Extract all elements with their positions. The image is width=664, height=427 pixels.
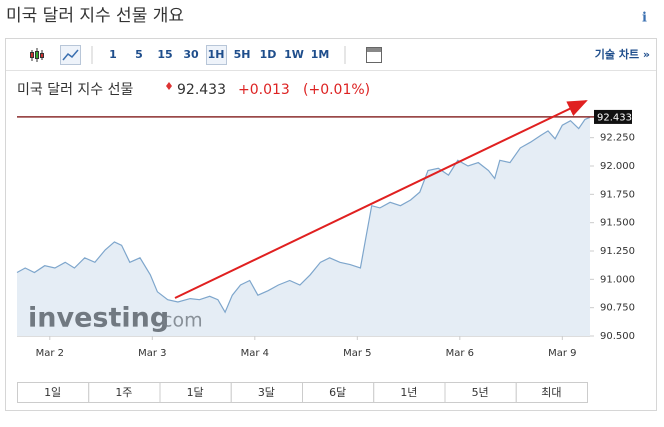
interval-button[interactable]: 1W — [284, 48, 304, 61]
interval-button[interactable]: 1H — [208, 48, 225, 61]
x-tick-label: Mar 4 — [241, 348, 269, 359]
tech-chart-link[interactable]: 기술 차트 » — [595, 47, 650, 61]
interval-button[interactable]: 1M — [311, 48, 330, 61]
x-tick-label: Mar 3 — [138, 348, 166, 359]
x-tick-label: Mar 5 — [343, 348, 371, 359]
trend-arrow — [174, 100, 588, 299]
interval-button[interactable]: 5H — [234, 48, 251, 61]
y-tick-label: 91.500 — [600, 218, 635, 229]
quote-change: +0.013 — [238, 82, 290, 98]
y-tick-label: 91.000 — [600, 274, 635, 285]
range-label: 1달 — [187, 386, 204, 399]
x-tick-label: Mar 9 — [548, 348, 576, 359]
chart-frame — [5, 38, 657, 411]
page-title: 미국 달러 지수 선물 개요 — [6, 6, 184, 26]
x-tick-label: Mar 6 — [446, 348, 474, 359]
toolbar — [17, 43, 647, 67]
quote-price: 92.433 — [177, 82, 226, 98]
range-label: 1일 — [44, 385, 61, 399]
interval-selected — [206, 45, 227, 65]
interval-button[interactable]: 1 — [109, 48, 117, 61]
interval-button[interactable]: 1D — [260, 48, 277, 61]
range-label: 1년 — [400, 386, 417, 399]
range-label: 6달 — [329, 386, 346, 399]
y-tick-label: 90.500 — [600, 331, 635, 342]
candle-icon[interactable] — [30, 48, 44, 62]
interval-button[interactable]: 5 — [135, 48, 143, 61]
interval-button[interactable]: 15 — [157, 48, 172, 61]
quote-change-pct: (+0.01%) — [303, 82, 370, 98]
area — [17, 117, 590, 336]
range-label: 5년 — [472, 386, 489, 399]
range-label: 최대 — [541, 386, 561, 399]
quote-name: 미국 달러 지수 선물 — [17, 82, 134, 98]
watermark-suffix: .com — [156, 310, 203, 332]
last-price-label: 92.433 — [597, 112, 632, 123]
y-tick-label: 91.250 — [600, 246, 635, 257]
range-bar: 1일 1주 1달 3달 6달 1년 5년 최대 — [17, 382, 588, 403]
plot: investing.com Mar 2 Mar 3 Mar 4 Mar 5 Mar 6 Ma… — [16, 109, 635, 359]
y-tick-label: 90.750 — [600, 303, 635, 314]
interval-button[interactable]: 30 — [183, 48, 199, 61]
info-icon[interactable]: i — [642, 11, 647, 26]
range-label: 3달 — [258, 386, 275, 399]
line-icon — [62, 49, 79, 61]
y-tick-label: 92.250 — [600, 133, 635, 144]
calendar-icon[interactable] — [366, 47, 382, 63]
range-label: 1주 — [115, 386, 132, 399]
quote-marker — [166, 82, 172, 90]
y-tick-label: 91.750 — [600, 189, 635, 200]
watermark-brand: investing — [28, 303, 169, 334]
line — [16, 116, 591, 314]
range-button[interactable] — [515, 382, 588, 403]
y-tick-label: 92.000 — [600, 161, 635, 172]
last-price-box — [594, 109, 632, 124]
x-tick-label: Mar 2 — [36, 348, 64, 359]
